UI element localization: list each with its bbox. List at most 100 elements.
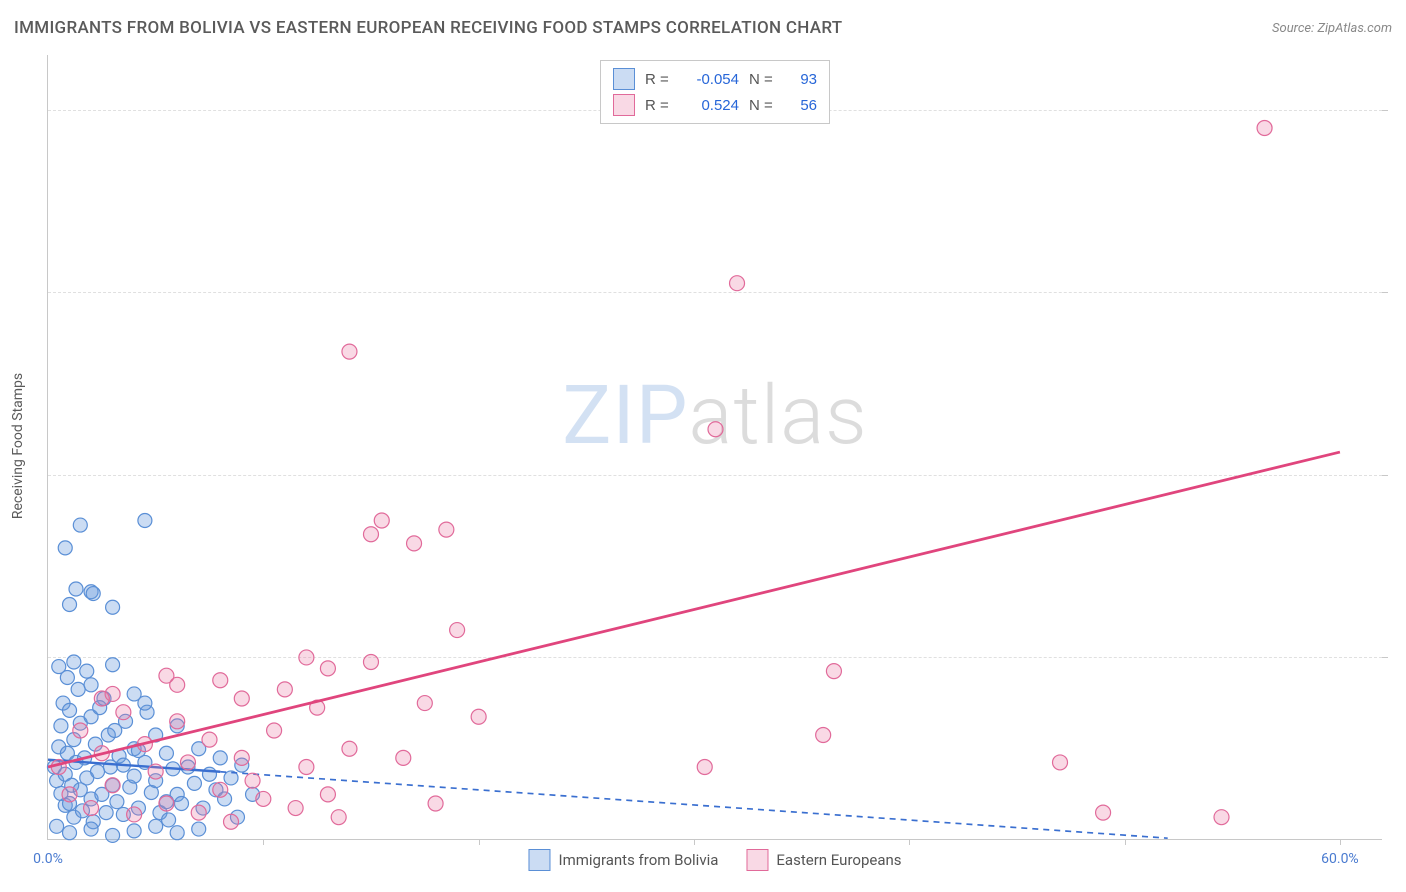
y-tick-label: 60.0% (1392, 284, 1406, 300)
y-tick-mark (1382, 657, 1388, 658)
y-tick-label: 20.0% (1392, 649, 1406, 665)
series-legend-item-0: Immigrants from Bolivia (528, 849, 718, 871)
scatter-point (299, 650, 314, 665)
scatter-point (363, 527, 378, 542)
scatter-point (159, 796, 174, 811)
scatter-point (148, 764, 163, 779)
scatter-point (69, 582, 83, 596)
scatter-point (342, 741, 357, 756)
scatter-point (234, 750, 249, 765)
scatter-point (213, 751, 227, 765)
scatter-point (331, 810, 346, 825)
source-name: ZipAtlas.com (1317, 21, 1392, 36)
scatter-point (63, 598, 77, 612)
n-label: N = (749, 71, 777, 88)
scatter-point (127, 824, 141, 838)
scatter-point (54, 719, 68, 733)
scatter-point (277, 682, 292, 697)
n-value-0: 93 (787, 71, 817, 88)
scatter-point (320, 661, 335, 676)
r-value-1: 0.524 (683, 97, 739, 114)
scatter-point (256, 791, 271, 806)
scatter-point (138, 696, 152, 710)
scatter-point (224, 814, 239, 829)
source-prefix: Source: (1272, 21, 1317, 36)
scatter-point (106, 600, 120, 614)
source-attribution: Source: ZipAtlas.com (1272, 21, 1392, 36)
scatter-point (105, 778, 120, 793)
scatter-point (342, 344, 357, 359)
scatter-point (62, 787, 77, 802)
trend-line (48, 452, 1340, 767)
scatter-point (439, 522, 454, 537)
scatter-point (192, 822, 206, 836)
trend-line-dashed (220, 772, 1167, 838)
scatter-point (52, 660, 66, 674)
scatter-point (396, 750, 411, 765)
scatter-point (1257, 121, 1272, 136)
scatter-point (202, 732, 217, 747)
scatter-point (363, 655, 378, 670)
scatter-point (213, 673, 228, 688)
scatter-point (1214, 810, 1229, 825)
scatter-point (80, 664, 94, 678)
scatter-point (106, 828, 120, 842)
scatter-point (73, 518, 87, 532)
x-tick-mark (479, 839, 480, 845)
correlation-legend-row-1: R = 0.524 N = 56 (613, 92, 817, 118)
y-tick-label: 80.0% (1392, 102, 1406, 118)
r-value-0: -0.054 (683, 71, 739, 88)
legend-swatch-1 (613, 94, 635, 116)
scatter-point (213, 782, 228, 797)
series-label-1: Eastern Europeans (776, 851, 901, 869)
scatter-point (826, 664, 841, 679)
y-tick-mark (1382, 475, 1388, 476)
scatter-point (187, 776, 201, 790)
correlation-legend: R = -0.054 N = 93 R = 0.524 N = 56 (600, 60, 830, 124)
x-tick-label: 60.0% (1321, 851, 1359, 867)
scatter-point (127, 807, 142, 822)
scatter-point (50, 819, 64, 833)
scatter-point (191, 805, 206, 820)
scatter-point (697, 759, 712, 774)
title-bar: IMMIGRANTS FROM BOLIVIA VS EASTERN EUROP… (14, 18, 1392, 38)
scatter-point (175, 796, 189, 810)
scatter-point (67, 655, 81, 669)
scatter-point (202, 767, 216, 781)
chart-svg (48, 55, 1382, 839)
scatter-point (245, 773, 260, 788)
scatter-point (170, 714, 185, 729)
scatter-point (116, 705, 131, 720)
scatter-point (320, 787, 335, 802)
legend-swatch-bottom-1 (746, 849, 768, 871)
plot-area: ZIPatlas R = -0.054 N = 93 R = 0.524 N =… (47, 55, 1382, 840)
scatter-point (162, 813, 176, 827)
scatter-point (84, 678, 98, 692)
scatter-point (91, 765, 105, 779)
scatter-point (180, 755, 195, 770)
scatter-point (450, 623, 465, 638)
x-tick-label: 0.0% (33, 851, 63, 867)
scatter-point (63, 826, 77, 840)
scatter-point (267, 723, 282, 738)
legend-swatch-0 (613, 68, 635, 90)
scatter-point (106, 658, 120, 672)
series-label-0: Immigrants from Bolivia (558, 851, 718, 869)
scatter-point (58, 541, 72, 555)
series-legend: Immigrants from Bolivia Eastern European… (528, 849, 901, 871)
legend-swatch-bottom-0 (528, 849, 550, 871)
scatter-point (428, 796, 443, 811)
y-tick-label: 40.0% (1392, 467, 1406, 483)
scatter-point (149, 819, 163, 833)
scatter-point (73, 723, 88, 738)
scatter-point (63, 703, 77, 717)
scatter-point (99, 806, 113, 820)
scatter-point (1096, 805, 1111, 820)
scatter-point (170, 826, 184, 840)
x-tick-mark (263, 839, 264, 845)
scatter-point (730, 276, 745, 291)
scatter-point (86, 587, 100, 601)
scatter-point (816, 728, 831, 743)
scatter-point (159, 668, 174, 683)
series-legend-item-1: Eastern Europeans (746, 849, 901, 871)
